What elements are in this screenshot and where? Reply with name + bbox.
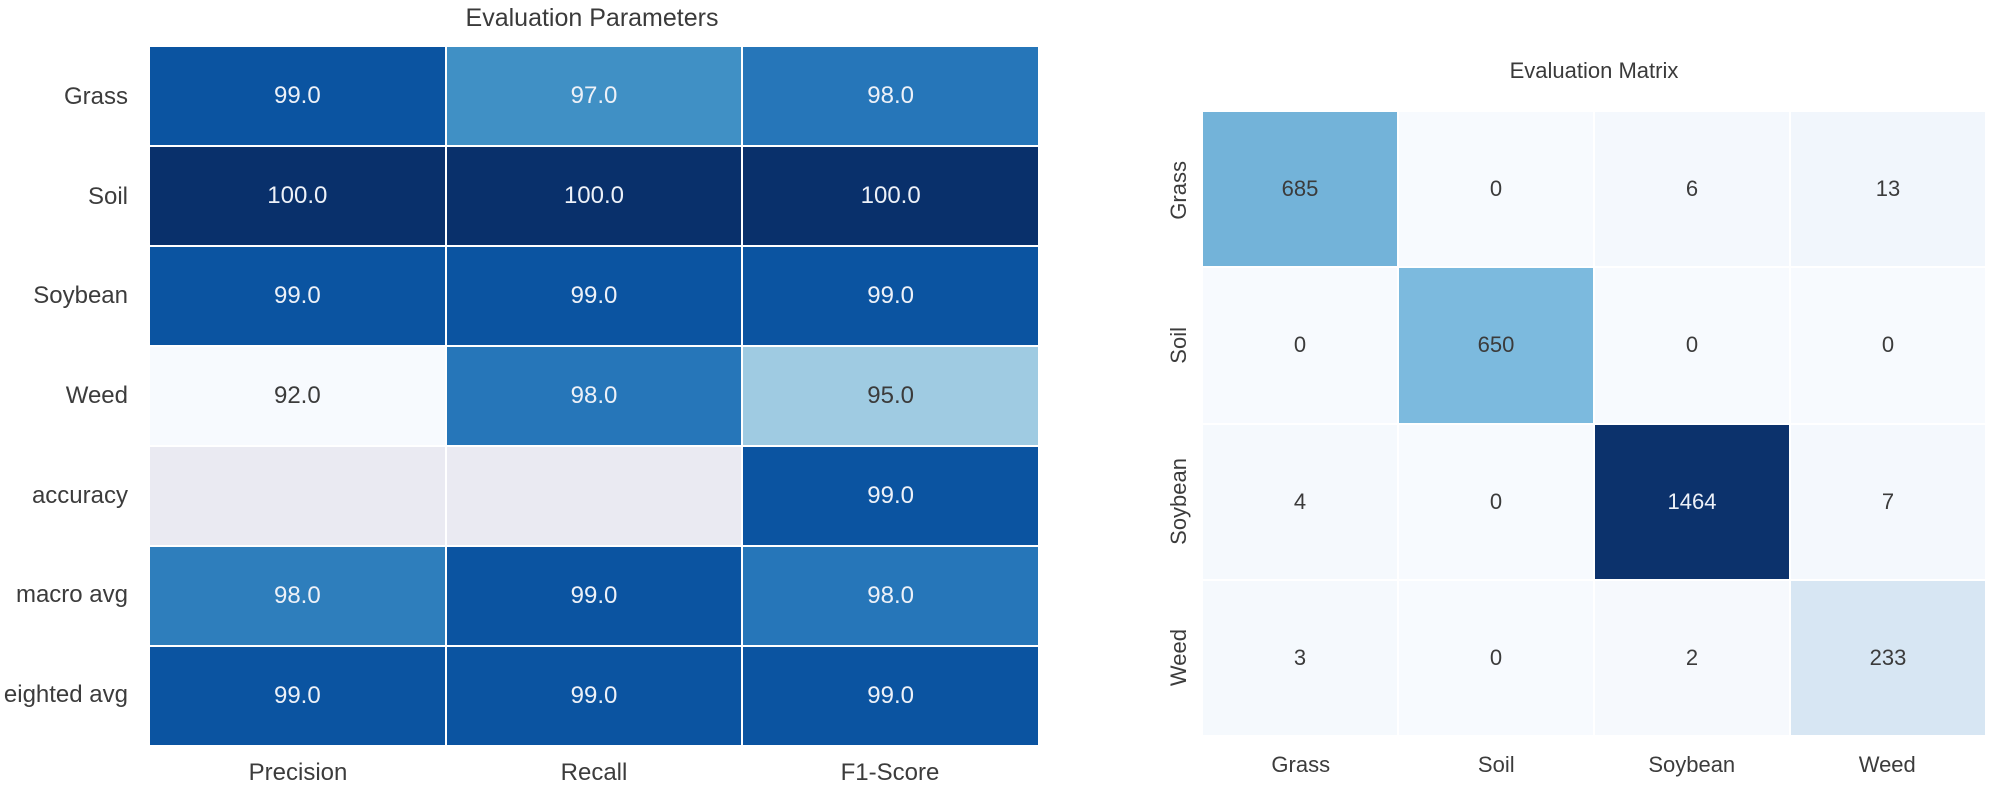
heatmap-cell: 1464 [1595,424,1789,579]
heatmap-cell: 100.0 [446,147,742,245]
heatmap-cell [446,447,742,545]
x-tick-label: Grass [1271,752,1331,777]
y-tick-label: Grass [63,82,128,110]
heatmap-cell: 685 [1203,112,1397,267]
heatmap-cell: 99.0 [446,247,742,345]
heatmap-cell: 6 [1595,112,1789,267]
heatmap-cell: 98.0 [446,347,742,445]
heatmap-cell: 650 [1399,268,1593,423]
heatmap-cell: 100.0 [743,147,1038,245]
y-tick-label: Weed [65,382,128,410]
heatmap-cell: 99.0 [150,47,445,145]
heatmap-cell: 99.0 [446,647,742,745]
right-chart-title: Evaluation Matrix [1509,58,1679,83]
heatmap-cell: 100.0 [150,147,445,245]
right-col-labels: Grass Soil Soybean Weed [1203,745,1985,785]
heatmap-cell: 4 [1203,424,1397,579]
heatmap-cell: 7 [1791,424,1985,579]
x-tick-label: Precision [248,759,348,786]
heatmap-cell: 99.0 [743,247,1038,345]
x-tick-label: Weed [1858,752,1916,777]
y-tick-label: Soil [87,182,128,210]
y-tick-label: Grass [1166,160,1191,220]
heatmap-cell: 95.0 [743,347,1038,445]
x-tick-label: F1-Score [840,759,940,786]
heatmap-cell: 99.0 [743,447,1038,545]
heatmap-cell: 92.0 [150,347,445,445]
right-heatmap-grid: 685 0 6 13 0 650 0 0 4 0 1464 7 3 0 2 233 [1203,112,1985,735]
heatmap-cell: 233 [1791,580,1985,735]
heatmap-cell: 0 [1203,268,1397,423]
heatmap-cell: 2 [1595,580,1789,735]
heatmap-cell: 0 [1399,112,1593,267]
heatmap-cell: 97.0 [446,47,742,145]
y-tick-label: Soybean [1166,457,1191,545]
heatmap-cell: 98.0 [743,47,1038,145]
y-tick-label: Soil [1166,327,1191,364]
heatmap-cell: 99.0 [150,647,445,745]
y-tick-label: Weed [1166,628,1191,686]
left-col-labels: Precision Recall F1-Score [150,755,1038,791]
right-row-labels: Grass Soil Soybean Weed [1158,112,1200,735]
heatmap-cell: 98.0 [743,547,1038,645]
x-tick-label: Recall [560,759,628,786]
heatmap-cell: 99.0 [150,247,445,345]
heatmap-cell: 98.0 [150,547,445,645]
y-tick-label: accuracy [31,481,128,509]
x-tick-label: Soybean [1648,752,1736,777]
y-tick-label: Soybean [33,282,128,310]
heatmap-cell: 99.0 [743,647,1038,745]
heatmap-cell: 99.0 [446,547,742,645]
left-heatmap-grid: 99.0 97.0 98.0 100.0 100.0 100.0 99.0 99.0 99.0 9… [150,47,1038,745]
heatmap-cell: 0 [1791,268,1985,423]
heatmap-cell: 13 [1791,112,1985,267]
x-tick-label: Soil [1477,752,1515,777]
y-tick-label: macro avg [15,581,128,609]
left-chart-title: Evaluation Parameters [465,4,719,32]
heatmap-cell: 0 [1399,424,1593,579]
heatmap-cell [150,447,445,545]
y-tick-label: eighted avg [3,681,128,709]
heatmap-cell: 0 [1399,580,1593,735]
heatmap-cell: 3 [1203,580,1397,735]
left-row-labels: Grass Soil Soybean Weed accuracy macro avg eig… [0,47,140,745]
heatmap-cell: 0 [1595,268,1789,423]
